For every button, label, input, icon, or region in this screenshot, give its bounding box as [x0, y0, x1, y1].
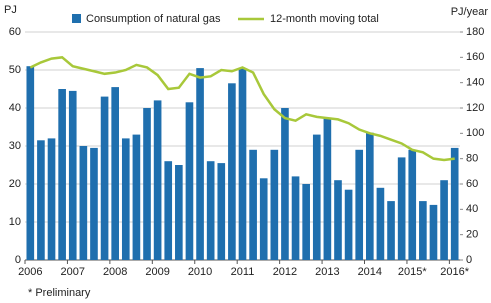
bar: [143, 108, 151, 260]
x-tick-label: 2007: [61, 266, 85, 278]
bar: [387, 201, 395, 260]
y2-tick-label: 80: [466, 153, 478, 165]
bar: [228, 83, 236, 260]
bar: [206, 161, 215, 260]
bar: [185, 102, 194, 260]
y-tick-label: 10: [9, 216, 21, 228]
y2-tick-label: 20: [466, 229, 478, 241]
line: [29, 56, 455, 162]
y2-tick-label: 40: [466, 203, 478, 215]
bar: [37, 140, 45, 260]
bar: [323, 117, 332, 260]
y-tick-label: 40: [9, 102, 21, 114]
bar: [312, 134, 321, 260]
bar: [270, 149, 279, 260]
bar: [291, 176, 300, 260]
x-tick-label: 2012: [273, 266, 297, 278]
bar: [365, 132, 374, 260]
y2-tick-label: 160: [466, 51, 484, 63]
bar: [217, 163, 226, 260]
y2-tick-label: 100: [466, 127, 484, 139]
bar: [153, 100, 162, 261]
y-axis-title: PJ: [4, 4, 17, 16]
bar: [175, 165, 183, 260]
y2-tick-label: 120: [466, 102, 484, 114]
bar: [47, 138, 56, 260]
bar: [90, 147, 98, 260]
legend-label: Consumption of natural gas: [86, 13, 221, 25]
y-tick-label: 50: [9, 64, 21, 76]
legend-label: 12-month moving total: [270, 13, 379, 25]
bar: [302, 184, 310, 260]
bar: [334, 180, 342, 260]
bar: [164, 161, 173, 260]
bar: [196, 68, 204, 260]
bar: [344, 189, 353, 260]
bar: [440, 180, 448, 260]
bar: [408, 149, 417, 260]
bar: [249, 149, 257, 260]
bar: [58, 89, 66, 260]
footnote: * Preliminary: [28, 287, 91, 299]
y-tick-label: 20: [9, 178, 21, 190]
x-tick-label: 2015*: [398, 266, 427, 278]
y2-tick-label: 60: [466, 178, 478, 190]
bar: [450, 147, 459, 260]
x-tick-label: 2008: [103, 266, 127, 278]
bar: [397, 157, 406, 260]
x-tick-label: 2011: [231, 266, 255, 278]
bar: [259, 178, 268, 260]
y2-axis-title: PJ/year: [451, 6, 489, 18]
bar: [355, 149, 364, 260]
bar: [79, 146, 88, 260]
x-tick-label: 2013: [315, 266, 339, 278]
bar: [419, 201, 427, 260]
x-tick-label: 2009: [145, 266, 169, 278]
x-tick-label: 2016*: [440, 266, 469, 278]
x-tick-label: 2006: [18, 266, 42, 278]
bar: [26, 66, 35, 260]
bar: [121, 138, 130, 260]
bar: [376, 187, 385, 260]
y2-tick-label: 180: [466, 26, 484, 38]
y-tick-label: 0: [15, 254, 21, 266]
bar: [111, 87, 120, 260]
bar: [100, 96, 109, 260]
bar: [281, 108, 289, 260]
y2-tick-label: 140: [466, 77, 484, 89]
bar: [68, 90, 77, 261]
bar: [429, 204, 438, 260]
x-tick-label: 2010: [188, 266, 212, 278]
x-tick-label: 2014: [358, 266, 382, 278]
bar: [132, 134, 141, 260]
y2-tick-label: 0: [466, 254, 472, 266]
legend-swatch: [72, 14, 81, 23]
y-tick-label: 30: [9, 140, 21, 152]
y-tick-label: 60: [9, 26, 21, 38]
bar: [238, 68, 247, 260]
